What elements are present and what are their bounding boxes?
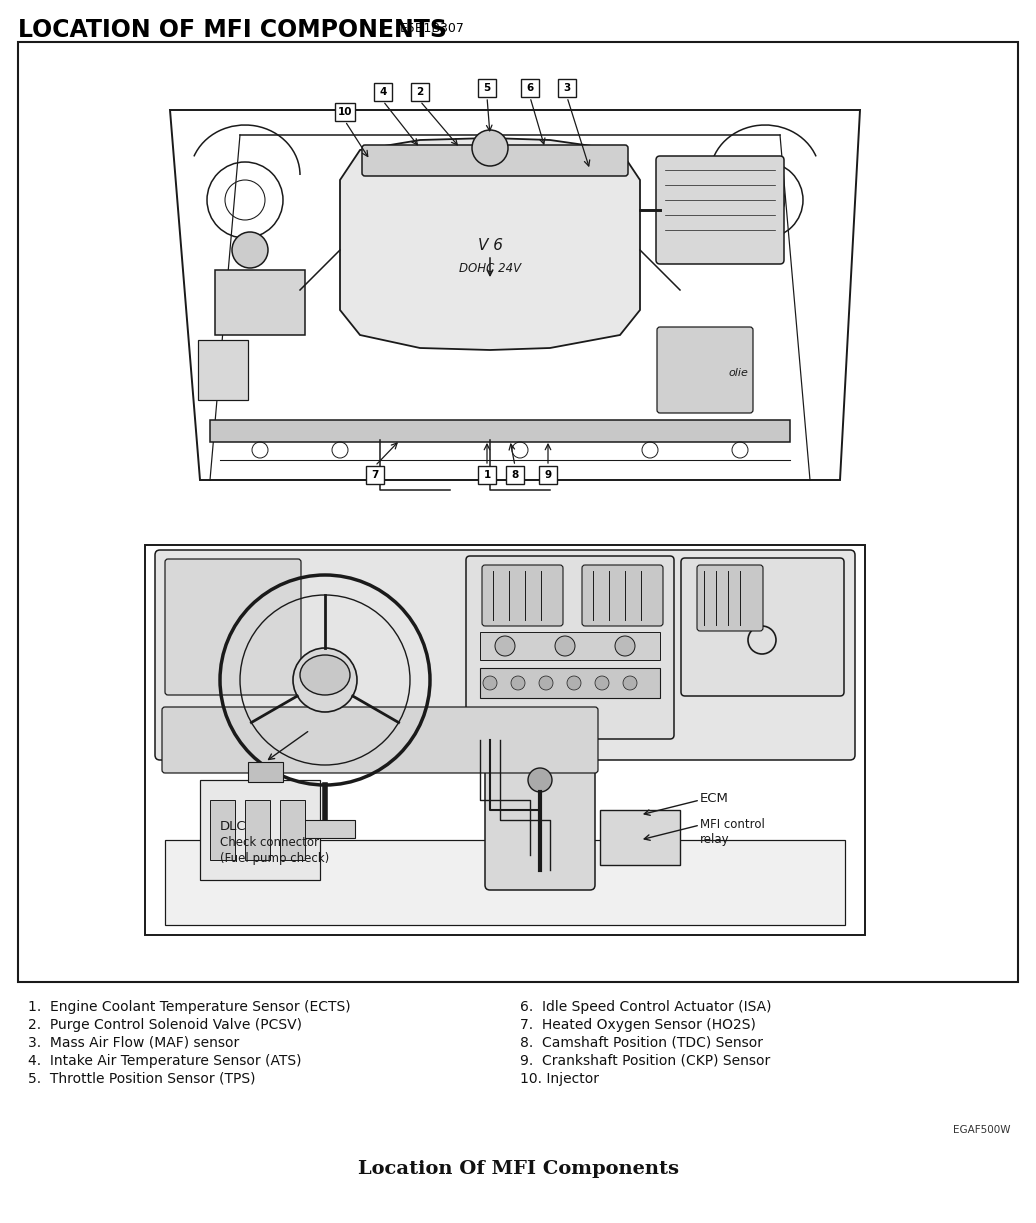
Text: 9: 9 bbox=[545, 470, 551, 479]
Text: 10: 10 bbox=[338, 106, 352, 117]
Text: 7.  Heated Oxygen Sensor (HO2S): 7. Heated Oxygen Sensor (HO2S) bbox=[520, 1018, 756, 1032]
Text: 9.  Crankshaft Position (CKP) Sensor: 9. Crankshaft Position (CKP) Sensor bbox=[520, 1054, 770, 1068]
Text: 4: 4 bbox=[379, 87, 386, 97]
Text: 8.  Camshaft Position (TDC) Sensor: 8. Camshaft Position (TDC) Sensor bbox=[520, 1036, 762, 1051]
Bar bbox=[198, 340, 248, 400]
Text: 5: 5 bbox=[484, 83, 491, 93]
FancyBboxPatch shape bbox=[155, 550, 855, 759]
Circle shape bbox=[483, 676, 497, 690]
Text: LOCATION OF MFI COMPONENTS: LOCATION OF MFI COMPONENTS bbox=[18, 18, 447, 42]
Bar bbox=[145, 545, 865, 936]
Bar bbox=[478, 466, 496, 484]
Bar bbox=[539, 466, 557, 484]
Text: 1.  Engine Coolant Temperature Sensor (ECTS): 1. Engine Coolant Temperature Sensor (EC… bbox=[28, 1000, 350, 1014]
FancyBboxPatch shape bbox=[485, 730, 595, 890]
FancyBboxPatch shape bbox=[657, 327, 753, 413]
Text: DLC: DLC bbox=[220, 819, 247, 833]
Bar bbox=[480, 668, 660, 698]
Bar bbox=[244, 800, 270, 860]
Text: Location Of MFI Components: Location Of MFI Components bbox=[357, 1159, 679, 1178]
Text: 1: 1 bbox=[484, 470, 491, 479]
Text: 4.  Intake Air Temperature Sensor (ATS): 4. Intake Air Temperature Sensor (ATS) bbox=[28, 1054, 301, 1068]
FancyBboxPatch shape bbox=[656, 157, 784, 264]
Text: EGAF500W: EGAF500W bbox=[952, 1125, 1010, 1135]
Circle shape bbox=[495, 636, 515, 656]
FancyBboxPatch shape bbox=[165, 559, 301, 695]
Circle shape bbox=[528, 768, 552, 793]
Bar bbox=[411, 83, 429, 102]
Bar bbox=[295, 819, 355, 838]
Circle shape bbox=[511, 676, 525, 690]
Circle shape bbox=[472, 130, 508, 166]
Polygon shape bbox=[340, 138, 640, 350]
Text: 3.  Mass Air Flow (MAF) sensor: 3. Mass Air Flow (MAF) sensor bbox=[28, 1036, 239, 1051]
Text: MFI control: MFI control bbox=[700, 818, 765, 830]
Bar bbox=[210, 800, 235, 860]
Text: Check connector: Check connector bbox=[220, 837, 319, 849]
FancyBboxPatch shape bbox=[681, 558, 844, 696]
FancyBboxPatch shape bbox=[582, 565, 663, 626]
Text: 6: 6 bbox=[526, 83, 534, 93]
Bar bbox=[248, 762, 283, 781]
Circle shape bbox=[623, 676, 637, 690]
FancyBboxPatch shape bbox=[482, 565, 563, 626]
Bar bbox=[480, 632, 660, 660]
Text: olie: olie bbox=[728, 368, 748, 378]
Circle shape bbox=[232, 232, 268, 268]
Text: (Fuel pump check): (Fuel pump check) bbox=[220, 852, 329, 865]
Bar bbox=[521, 79, 539, 97]
Bar bbox=[335, 103, 355, 121]
Bar bbox=[600, 810, 680, 865]
Bar bbox=[374, 83, 392, 102]
Text: 2.  Purge Control Solenoid Valve (PCSV): 2. Purge Control Solenoid Valve (PCSV) bbox=[28, 1018, 303, 1032]
Circle shape bbox=[293, 648, 357, 712]
Text: 10. Injector: 10. Injector bbox=[520, 1073, 599, 1086]
Bar bbox=[558, 79, 576, 97]
FancyBboxPatch shape bbox=[697, 565, 762, 631]
Bar bbox=[200, 780, 320, 881]
FancyBboxPatch shape bbox=[362, 146, 628, 176]
FancyBboxPatch shape bbox=[466, 556, 674, 739]
Bar bbox=[165, 840, 845, 925]
Bar bbox=[478, 79, 496, 97]
Text: 8: 8 bbox=[512, 470, 519, 479]
Circle shape bbox=[539, 676, 553, 690]
Text: 5.  Throttle Position Sensor (TPS): 5. Throttle Position Sensor (TPS) bbox=[28, 1073, 256, 1086]
Text: DOHC 24V: DOHC 24V bbox=[459, 262, 521, 274]
Circle shape bbox=[567, 676, 581, 690]
Circle shape bbox=[615, 636, 635, 656]
Text: relay: relay bbox=[700, 833, 729, 846]
Bar bbox=[280, 800, 305, 860]
Text: 7: 7 bbox=[371, 470, 379, 479]
Bar bbox=[215, 270, 305, 335]
Text: 3: 3 bbox=[564, 83, 571, 93]
Bar bbox=[210, 419, 790, 442]
Text: 2: 2 bbox=[416, 87, 424, 97]
Ellipse shape bbox=[300, 656, 350, 695]
Bar bbox=[506, 466, 524, 484]
Bar bbox=[18, 42, 1018, 982]
Text: 6.  Idle Speed Control Actuator (ISA): 6. Idle Speed Control Actuator (ISA) bbox=[520, 1000, 772, 1014]
Circle shape bbox=[555, 636, 575, 656]
Bar bbox=[366, 466, 384, 484]
Circle shape bbox=[595, 676, 609, 690]
Text: ECM: ECM bbox=[700, 793, 729, 805]
Text: E5B1B307: E5B1B307 bbox=[400, 22, 465, 35]
FancyBboxPatch shape bbox=[162, 707, 598, 773]
Text: V 6: V 6 bbox=[478, 237, 502, 252]
